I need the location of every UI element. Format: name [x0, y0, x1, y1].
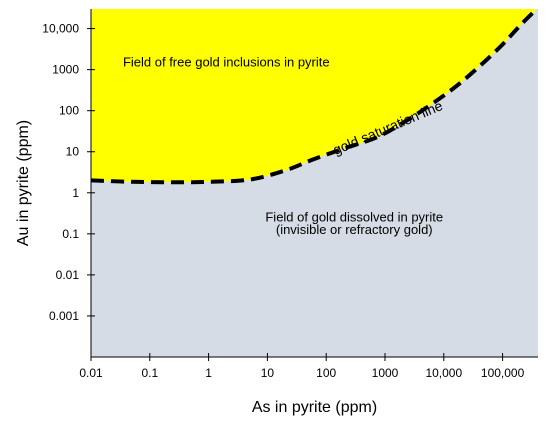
dissolved-gold-field-label-line1: Field of gold dissolved in pyrite: [265, 209, 443, 224]
y-tick-label: 1: [72, 186, 79, 200]
y-tick-label: 0.001: [49, 309, 79, 323]
dissolved-gold-field-label-line2: (invisible or refractory gold): [276, 222, 433, 237]
y-tick-label: 0.01: [56, 268, 80, 282]
x-tick-label: 100,000: [481, 366, 525, 380]
free-gold-field-label: Field of free gold inclusions in pyrite: [123, 54, 330, 69]
gold-saturation-line: [90, 7, 539, 185]
x-tick-label: 0.1: [141, 366, 158, 380]
x-tick-label: 1: [205, 366, 212, 380]
x-tick-label: 100: [316, 366, 336, 380]
x-tick-label: 1000: [372, 366, 399, 380]
y-tick-label: 10: [66, 145, 80, 159]
x-ticks: 0.01 0.1 1 10 100 1000 10,000 100,000: [79, 353, 525, 380]
y-tick-label: 10,000: [42, 22, 79, 36]
y-tick-label: 100: [59, 104, 79, 118]
y-ticks: 0.001 0.01 0.1 1 10 100 1000 10,000: [42, 22, 95, 323]
y-axis-title: Au in pyrite (ppm): [15, 120, 32, 246]
plot-area: [90, 7, 539, 357]
axes: 0.01 0.1 1 10 100 1000 10,000 100,000 0.001 0.01…: [42, 9, 538, 380]
x-tick-label: 0.01: [79, 366, 103, 380]
free-gold-region: [91, 9, 537, 183]
x-tick-label: 10: [261, 366, 275, 380]
x-tick-label: 10,000: [425, 366, 462, 380]
x-axis-title: As in pyrite (ppm): [252, 399, 377, 416]
y-tick-label: 0.1: [62, 227, 79, 241]
y-tick-label: 1000: [52, 63, 79, 77]
